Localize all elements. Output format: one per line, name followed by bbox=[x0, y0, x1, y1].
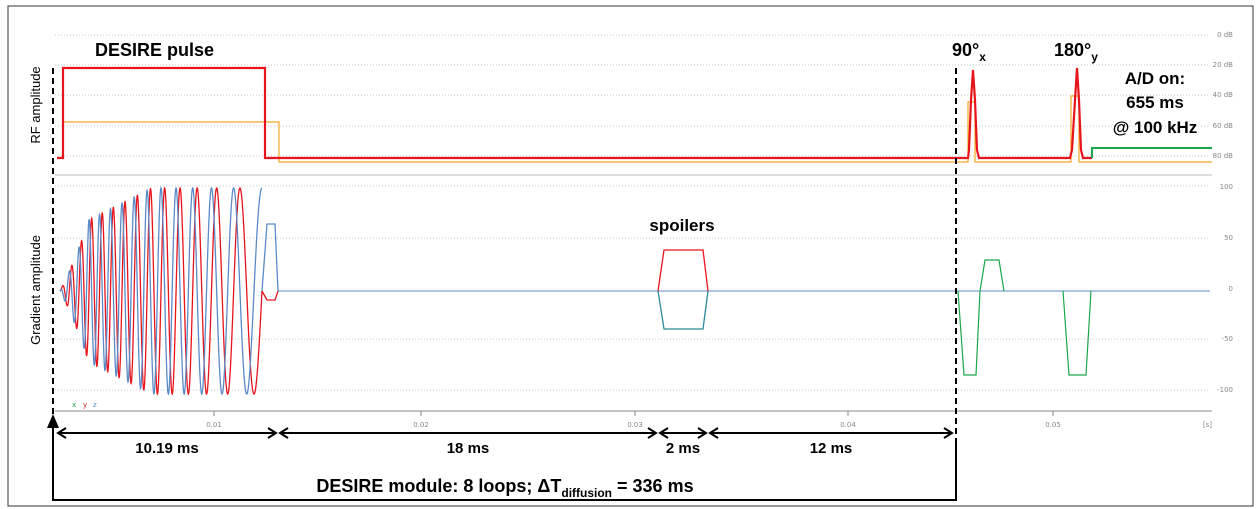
time-tick-0.05: 0.05 bbox=[1045, 421, 1061, 429]
gradient-traces bbox=[59, 186, 263, 396]
legend-x: x bbox=[72, 401, 76, 409]
gradient-y-stub bbox=[261, 290, 279, 301]
duration-10.19ms: 10.19 ms bbox=[135, 440, 198, 457]
legend-y: y bbox=[83, 401, 87, 409]
legend-z: z bbox=[93, 401, 97, 409]
time-tick-0.01: 0.01 bbox=[206, 421, 222, 429]
timing-arrows bbox=[56, 427, 954, 439]
rf-tick-40db: 40 dB bbox=[1213, 91, 1234, 99]
gradient-z-trace bbox=[59, 186, 263, 396]
spoiler-positive bbox=[657, 249, 709, 292]
rf-tick-80db: 80 dB bbox=[1213, 152, 1234, 160]
time-tick-0.04: 0.04 bbox=[840, 421, 856, 429]
grad-tick-100: 100 bbox=[1220, 183, 1233, 191]
time-tick-0.03: 0.03 bbox=[627, 421, 643, 429]
grad-tick-0: 0 bbox=[1229, 285, 1233, 293]
crusher-gradient-1 bbox=[957, 259, 1005, 376]
pulse-90x-label: 90°x bbox=[952, 40, 986, 64]
figure-frame bbox=[7, 5, 1254, 507]
desire-pulse-label: DESIRE pulse bbox=[95, 40, 214, 60]
rf-orange-trace bbox=[57, 95, 1212, 163]
desire-module-caption: DESIRE module: 8 loops; ΔTdiffusion = 33… bbox=[316, 476, 693, 500]
spoilers-label: spoilers bbox=[649, 216, 714, 235]
duration-2ms: 2 ms bbox=[666, 440, 700, 457]
gradient-tick-labels: 100 50 0 -50 -100 bbox=[1217, 183, 1233, 394]
rf-amplitude-axis-label: RF amplitude bbox=[28, 66, 43, 143]
adc-label-line3: @ 100 kHz bbox=[1113, 118, 1198, 137]
rf-tick-60db: 60 dB bbox=[1213, 122, 1234, 130]
rf-db-tick-labels: 0 dB 20 dB 40 dB 60 dB 80 dB bbox=[1213, 31, 1234, 160]
duration-18ms: 18 ms bbox=[447, 440, 490, 457]
rf-tick-20db: 20 dB bbox=[1213, 61, 1234, 69]
loop-back-bracket bbox=[52, 426, 957, 501]
rf-gridlines bbox=[55, 34, 1210, 157]
gradient-z-stub bbox=[261, 223, 279, 292]
grad-tick-minus100: -100 bbox=[1217, 386, 1233, 394]
pulse-180y-label: 180°y bbox=[1054, 40, 1098, 64]
adc-on-trace bbox=[1091, 147, 1212, 158]
rf-red-trace bbox=[57, 66, 1092, 160]
crusher-gradient-2 bbox=[1062, 290, 1092, 376]
grad-tick-50: 50 bbox=[1224, 234, 1233, 242]
gradient-y-trace bbox=[59, 186, 263, 396]
gradient-amplitude-axis-label: Gradient amplitude bbox=[28, 235, 43, 345]
time-unit-label: [s] bbox=[1203, 421, 1212, 429]
duration-12ms: 12 ms bbox=[810, 440, 853, 457]
spoiler-negative bbox=[657, 290, 709, 330]
adc-label: A/D on: 655 ms @ 100 kHz bbox=[1113, 69, 1198, 137]
grad-tick-minus50: -50 bbox=[1222, 335, 1233, 343]
loop-back-arrowhead bbox=[47, 414, 59, 428]
adc-label-line2: 655 ms bbox=[1126, 93, 1184, 112]
time-tick-0.02: 0.02 bbox=[413, 421, 429, 429]
rf-tick-0db: 0 dB bbox=[1217, 31, 1233, 39]
time-axis-ticks bbox=[213, 411, 1054, 416]
adc-label-line1: A/D on: bbox=[1125, 69, 1185, 88]
